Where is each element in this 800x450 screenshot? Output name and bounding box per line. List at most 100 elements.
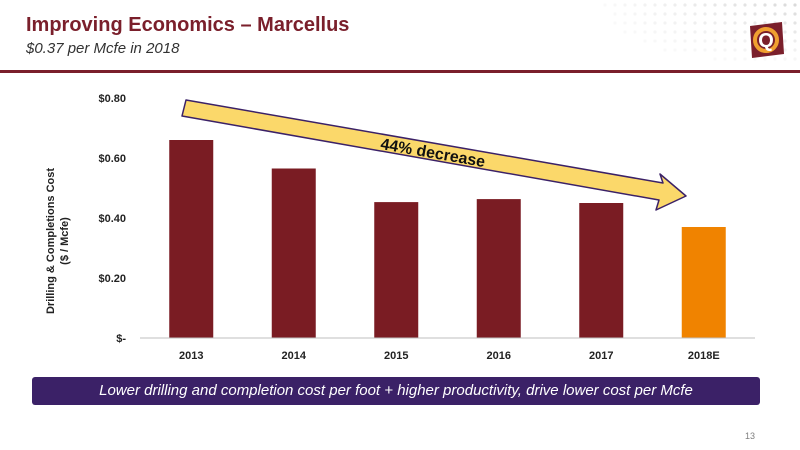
- decorative-dot: [713, 12, 717, 16]
- decorative-dot: [603, 3, 607, 7]
- decorative-dot: [733, 39, 737, 43]
- x-tick-label: 2015: [384, 350, 408, 362]
- decorative-dot: [663, 39, 667, 43]
- decorative-dot: [703, 3, 707, 7]
- decorative-dot: [773, 57, 777, 61]
- decorative-dot: [713, 57, 717, 61]
- bar-2015: [374, 202, 419, 338]
- slide-header: Improving Economics – Marcellus $0.37 pe…: [0, 0, 800, 72]
- decorative-dot: [683, 48, 687, 52]
- decorative-dot: [723, 39, 727, 43]
- decorative-dot: [793, 48, 797, 52]
- decorative-dot: [663, 48, 667, 52]
- y-tick-label: $-: [116, 333, 126, 345]
- decorative-dot: [743, 48, 747, 52]
- decorative-dot: [613, 3, 617, 7]
- decorative-dot: [743, 57, 747, 61]
- decorative-dot: [703, 39, 707, 43]
- decorative-dot: [673, 21, 677, 25]
- y-axis-title-line2: ($ / Mcfe): [59, 217, 71, 265]
- y-tick-label: $0.20: [98, 273, 126, 285]
- decorative-dot: [753, 3, 757, 7]
- decorative-dot: [763, 21, 767, 25]
- decorative-dot: [763, 12, 767, 16]
- decorative-dot: [723, 30, 727, 34]
- decorative-dot: [743, 30, 747, 34]
- x-tick-label: 2014: [282, 350, 307, 362]
- decorative-dot: [683, 30, 687, 34]
- cost-bar-chart: Drilling & Completions Cost ($ / Mcfe) $…: [45, 93, 755, 362]
- decorative-dot: [633, 30, 637, 34]
- decorative-dot: [683, 12, 687, 16]
- decorative-dot: [783, 3, 787, 7]
- decorative-dot: [713, 3, 717, 7]
- decorative-dot: [783, 57, 787, 61]
- decorative-dot: [703, 48, 707, 52]
- decorative-dot: [653, 21, 657, 25]
- logo-letter: Q: [758, 30, 774, 52]
- decorative-dot: [783, 21, 787, 25]
- decorative-dot: [783, 39, 787, 43]
- decorative-dot: [623, 21, 627, 25]
- decorative-dot: [793, 39, 797, 43]
- decorative-dot: [713, 48, 717, 52]
- decorative-dot: [623, 30, 627, 34]
- decorative-dot: [673, 39, 677, 43]
- decorative-dot: [793, 30, 797, 34]
- decorative-dot: [653, 30, 657, 34]
- decorative-dot: [783, 48, 787, 52]
- decorative-dot: [723, 21, 727, 25]
- decorative-dot: [733, 30, 737, 34]
- logo-ring: [753, 27, 779, 53]
- decorative-dot: [693, 21, 697, 25]
- decorative-dot: [693, 39, 697, 43]
- decorative-dot: [623, 3, 627, 7]
- decorative-dot: [653, 39, 657, 43]
- x-tick-label: 2016: [487, 350, 511, 362]
- x-tick-label: 2013: [179, 350, 203, 362]
- decorative-dot: [713, 39, 717, 43]
- y-tick-label: $0.60: [98, 153, 126, 165]
- decorative-dot: [623, 12, 627, 16]
- decrease-arrow: [181, 99, 687, 211]
- decorative-dot: [643, 21, 647, 25]
- decorative-dot: [793, 57, 797, 61]
- decorative-dot: [663, 3, 667, 7]
- decorative-dot: [753, 12, 757, 16]
- bar-2018E: [681, 227, 726, 338]
- decorative-dot: [783, 30, 787, 34]
- y-axis-title-line1: Drilling & Completions Cost: [45, 168, 57, 314]
- decorative-dot: [663, 21, 667, 25]
- decorative-dot: [723, 12, 727, 16]
- decorative-dot: [743, 3, 747, 7]
- summary-caption: Lower drilling and completion cost per f…: [32, 377, 760, 405]
- decorative-dot: [693, 3, 697, 7]
- decorative-dot: [703, 12, 707, 16]
- decorative-dot: [653, 3, 657, 7]
- decorative-dot: [643, 30, 647, 34]
- decorative-dot: [653, 12, 657, 16]
- decorative-dot: [773, 3, 777, 7]
- decorative-dot: [643, 12, 647, 16]
- decorative-dot: [753, 57, 757, 61]
- decorative-dot: [673, 3, 677, 7]
- decorative-dot: [703, 21, 707, 25]
- decorative-dot: [793, 3, 797, 7]
- bar-2013: [169, 140, 214, 338]
- decorative-dot: [633, 12, 637, 16]
- decorative-dot: [753, 21, 757, 25]
- decorative-dot: [693, 30, 697, 34]
- decorative-dot: [733, 57, 737, 61]
- decorative-dot: [703, 30, 707, 34]
- decorative-dot: [693, 12, 697, 16]
- decorative-dot: [643, 3, 647, 7]
- bar-2014: [271, 168, 316, 338]
- decorative-dot: [633, 21, 637, 25]
- slide-subtitle: $0.37 per Mcfe in 2018: [26, 40, 180, 57]
- y-axis-ticks: $- $0.20 $0.40 $0.60 $0.80: [98, 93, 126, 345]
- bar-2016: [476, 199, 521, 338]
- decorative-dot: [693, 48, 697, 52]
- decorative-dot: [663, 30, 667, 34]
- company-logo: Q: [750, 22, 784, 58]
- decorative-dot: [683, 21, 687, 25]
